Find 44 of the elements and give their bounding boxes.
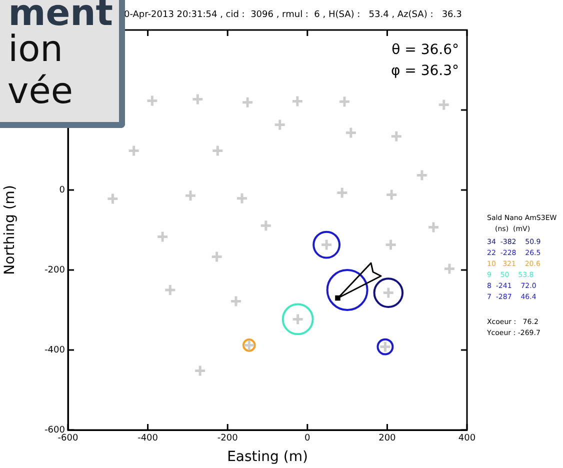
- point: [146, 94, 158, 108]
- x-tick-label: 200: [378, 434, 396, 444]
- point: [384, 238, 398, 252]
- point: [427, 220, 440, 234]
- point: [211, 144, 224, 158]
- annotation: ment: [8, 0, 113, 34]
- annotation: φ = 36.3°: [390, 63, 459, 79]
- point: [236, 192, 248, 205]
- chart-title: 0-Apr-2013 20:31:54 , cid : 3096 , rmul : 6 , H(SA) : 53.4 , Az(SA) : 36.3: [124, 10, 462, 20]
- x-tick-label: 400: [458, 434, 476, 444]
- point: [184, 189, 197, 202]
- y-tick-label: -600: [44, 425, 66, 436]
- point: [336, 186, 348, 200]
- point: [128, 144, 140, 158]
- x-tick-label: -200: [217, 434, 238, 444]
- point: [156, 230, 169, 244]
- y-tick-label: -200: [44, 265, 66, 276]
- x-tick-label: -400: [138, 434, 158, 444]
- y-axis-title: Northing (m): [2, 185, 18, 275]
- y-tick-label: -400: [44, 345, 66, 356]
- point: [230, 294, 242, 308]
- point: [274, 118, 286, 132]
- x-axis-title: Easting (m): [227, 449, 308, 466]
- x-tick-label: 0: [304, 434, 311, 444]
- point: [106, 192, 119, 206]
- point: [164, 284, 176, 296]
- annotation: vée: [7, 71, 73, 112]
- y-tick-label: 0: [59, 185, 66, 196]
- point: [338, 95, 351, 108]
- point: [385, 188, 398, 202]
- point: [194, 364, 206, 378]
- point: [438, 98, 450, 112]
- point: [416, 168, 428, 182]
- point: [210, 250, 224, 264]
- point: [291, 94, 304, 108]
- point: [443, 262, 456, 276]
- annotation: θ = 36.6°: [392, 42, 459, 58]
- x-tick-label: -600: [58, 434, 78, 444]
- point: [390, 130, 403, 143]
- point: [241, 96, 254, 109]
- point: [191, 92, 204, 106]
- point: [344, 126, 358, 140]
- text-card: ment ion vée: [0, 0, 125, 128]
- point: [260, 219, 272, 232]
